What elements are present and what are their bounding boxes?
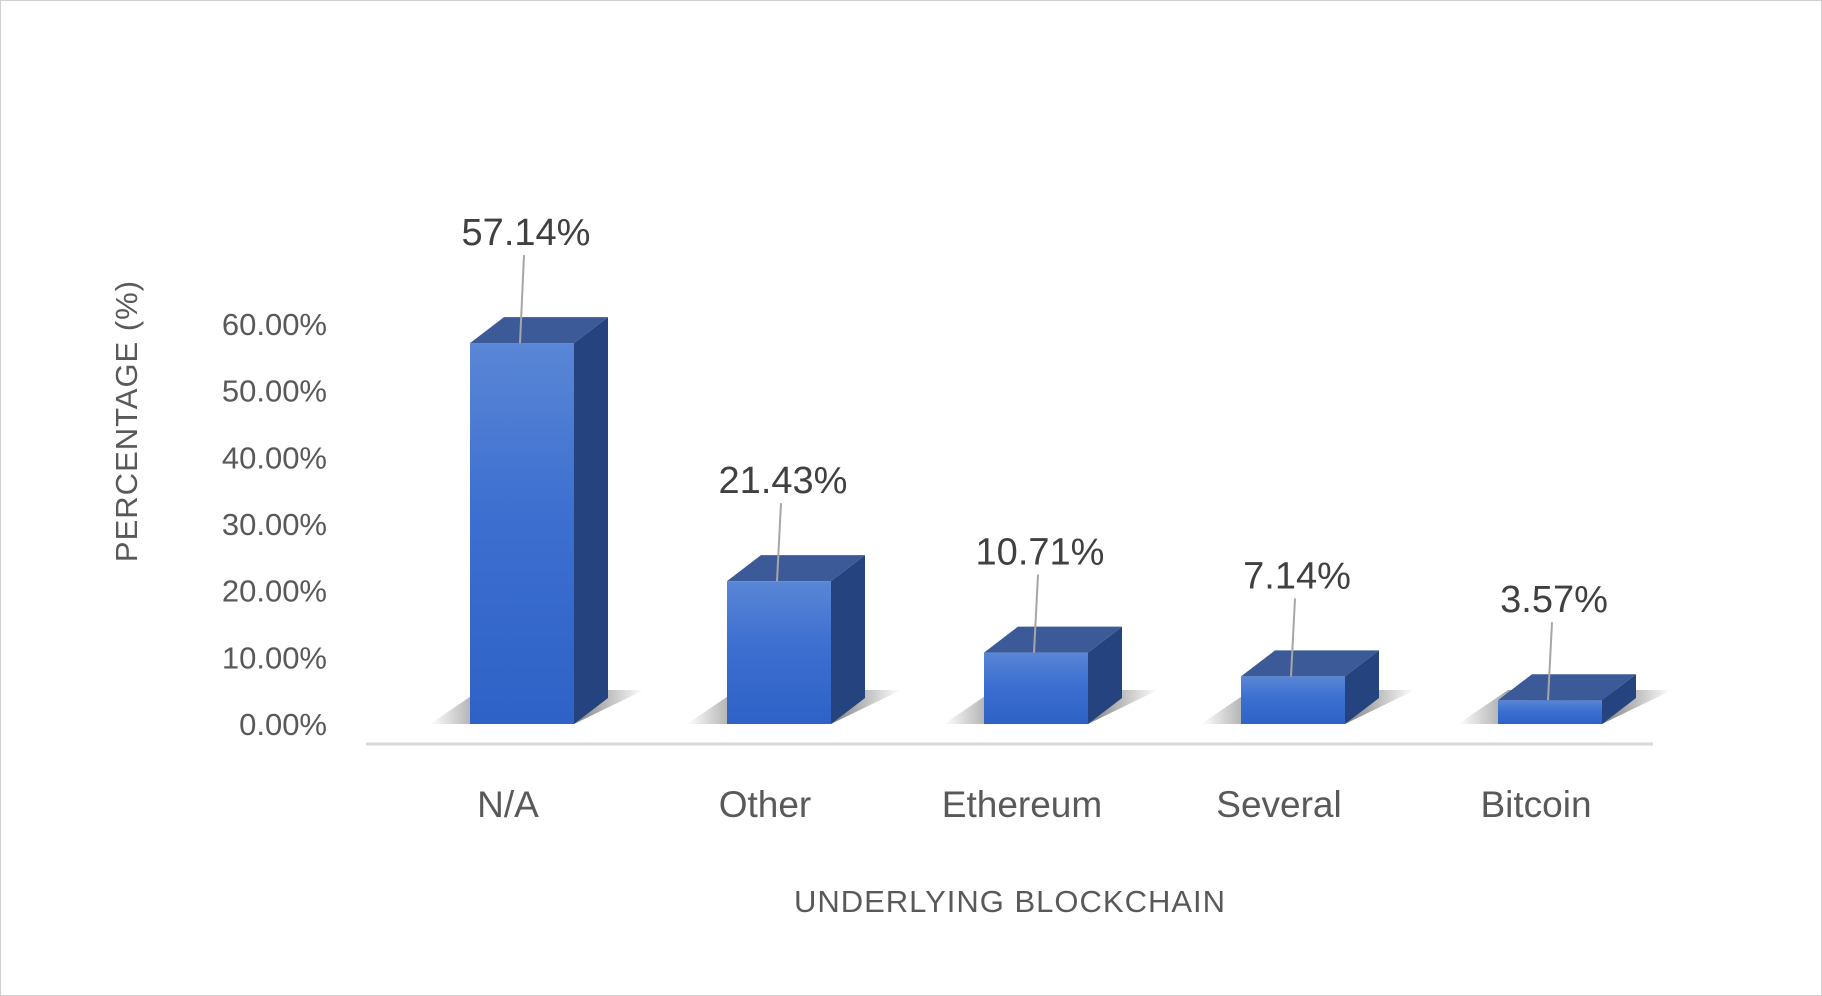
x-category-label: Bitcoin	[1480, 784, 1591, 825]
x-axis-title: UNDERLYING BLOCKCHAIN	[794, 884, 1226, 919]
bar-front-face	[470, 343, 574, 724]
y-tick-label: 30.00%	[222, 507, 327, 542]
bar	[1498, 674, 1636, 724]
bar	[470, 317, 608, 724]
leader-line	[1033, 574, 1039, 653]
leader-line	[1547, 622, 1553, 701]
bar-top-face	[984, 626, 1122, 653]
y-tick-label: 50.00%	[222, 374, 327, 409]
bar-side-face	[831, 555, 865, 724]
bar-front-face	[984, 652, 1088, 724]
y-tick-label: 0.00%	[239, 707, 327, 742]
data-label: 3.57%	[1500, 579, 1608, 621]
data-label: 21.43%	[719, 460, 848, 502]
y-tick-label: 20.00%	[222, 574, 327, 609]
bar-front-face	[1241, 676, 1345, 724]
data-label: 7.14%	[1243, 555, 1351, 597]
x-category-label: N/A	[477, 784, 539, 825]
x-category-label: Other	[719, 784, 812, 825]
bar	[984, 626, 1122, 724]
bar-front-face	[727, 581, 831, 724]
y-tick-label: 60.00%	[222, 307, 327, 342]
bar-side-face	[1345, 650, 1379, 724]
bar-top-face	[1241, 650, 1379, 677]
data-label: 10.71%	[976, 532, 1105, 574]
y-tick-label: 40.00%	[222, 440, 327, 475]
bar-side-face	[574, 317, 608, 724]
leader-line	[1290, 598, 1296, 677]
data-label: 57.14%	[462, 212, 591, 254]
bar	[1241, 650, 1379, 724]
bar-front-face	[1498, 700, 1602, 724]
leader-line	[776, 503, 782, 582]
bar-top-face	[470, 317, 608, 344]
bar-side-face	[1088, 626, 1122, 724]
bar	[727, 555, 865, 724]
bar-top-face	[727, 555, 865, 582]
x-category-label: Several	[1216, 784, 1341, 825]
bar-side-face	[1602, 674, 1636, 724]
leader-line	[519, 255, 525, 344]
x-category-label: Ethereum	[942, 784, 1102, 825]
y-tick-label: 10.00%	[222, 640, 327, 675]
bar-top-face	[1498, 674, 1636, 701]
y-axis-title: PERCENTAGE (%)	[109, 280, 144, 562]
